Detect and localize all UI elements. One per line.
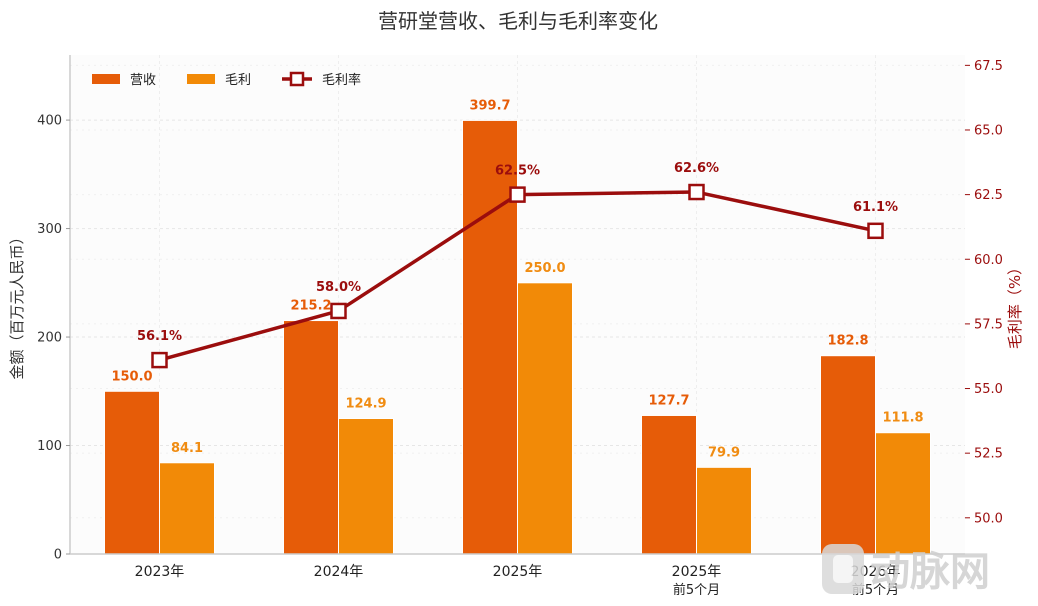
- y-tick-label: 100: [37, 439, 62, 454]
- x-tick-label: 2025年: [672, 564, 722, 580]
- legend-label: 毛利率: [322, 72, 361, 88]
- revenue-bar: [641, 414, 697, 555]
- x-tick-label: 2024年: [314, 564, 364, 580]
- y2-tick-label: 57.5: [974, 317, 1003, 332]
- revenue-data-label: 127.7: [648, 393, 689, 408]
- y2-tick-label: 55.0: [974, 382, 1003, 397]
- y2-tick-label: 62.5: [974, 188, 1003, 203]
- bars-layer: [104, 119, 931, 555]
- y-tick-label: 0: [54, 548, 62, 563]
- legend-swatch: [187, 74, 215, 84]
- gross-margin-data-label: 56.1%: [137, 329, 182, 344]
- revenue-bar: [462, 119, 518, 555]
- legend-swatch: [92, 74, 120, 84]
- labels-layer: 150.0 215.2 399.7 127.7 182.8 84.1 124.9 250.0 7…: [111, 98, 923, 460]
- revenue-data-label: 215.2: [290, 299, 331, 314]
- legend-marker-swatch: [289, 71, 305, 87]
- revenue-bar: [104, 390, 160, 555]
- gross-profit-data-label: 124.9: [345, 397, 386, 412]
- y2-tick-label: 52.5: [974, 447, 1003, 462]
- x-tick-label: 2025年: [493, 564, 543, 580]
- gross-profit-data-label: 84.1: [171, 441, 203, 456]
- y2-tick-label: 50.0: [974, 511, 1003, 526]
- x-tick-label: 2023年: [135, 564, 185, 580]
- gross-margin-data-label: 62.6%: [674, 161, 719, 176]
- watermark-text: 动脉网: [870, 549, 990, 595]
- y2-tick-label: 60.0: [974, 253, 1003, 268]
- gross-profit-data-label: 250.0: [524, 261, 565, 276]
- y2-tick-label: 67.5: [974, 59, 1003, 74]
- x-tick-sublabel: 前5个月: [673, 582, 720, 598]
- legend-layer: 营收 毛利 毛利率: [92, 71, 361, 88]
- revenue-data-label: 182.8: [827, 334, 868, 349]
- chart-title: 营研堂营收、毛利与毛利率变化: [378, 9, 658, 33]
- gross-margin-marker: [151, 351, 168, 369]
- revenue-data-label: 150.0: [111, 369, 152, 384]
- gross-margin-data-label: 61.1%: [853, 200, 898, 215]
- gross-profit-bar: [875, 432, 931, 555]
- y-axis-title: 金额（百万元人民币）: [8, 229, 26, 379]
- gross-margin-marker: [688, 183, 705, 201]
- watermark: 动脉网: [822, 544, 990, 595]
- y2-tick-label: 65.0: [974, 123, 1003, 138]
- gross-margin-data-label: 62.5%: [495, 164, 540, 179]
- watermark-logo-inner: [833, 555, 853, 583]
- y-tick-label: 200: [37, 331, 62, 346]
- gross-profit-data-label: 111.8: [882, 411, 923, 426]
- gross-margin-marker: [509, 186, 526, 203]
- gross-margin-marker: [330, 302, 347, 320]
- legend-label: 营收: [130, 73, 156, 88]
- gross-profit-bar: [338, 418, 394, 555]
- revenue-data-label: 399.7: [469, 98, 510, 113]
- gross-margin-data-label: 58.0%: [316, 280, 361, 295]
- legend-label: 毛利: [225, 73, 251, 88]
- gross-profit-bar: [517, 282, 573, 555]
- revenue-bar: [283, 320, 339, 555]
- gross-margin-marker: [867, 222, 884, 240]
- gross-profit-data-label: 79.9: [708, 445, 740, 460]
- axes-layer: 0 100 200 300 400 50.0 52.5 55.0 57.5 60.0 62.5 65.…: [37, 55, 1003, 598]
- y-tick-label: 300: [37, 222, 62, 237]
- y-tick-label: 400: [37, 114, 62, 129]
- gross-profit-bar: [696, 466, 752, 555]
- gross-profit-bar: [159, 462, 215, 555]
- y2-axis-title: 毛利率（%）: [1006, 260, 1024, 349]
- revenue-bar: [820, 355, 876, 555]
- line-layer: [151, 183, 884, 369]
